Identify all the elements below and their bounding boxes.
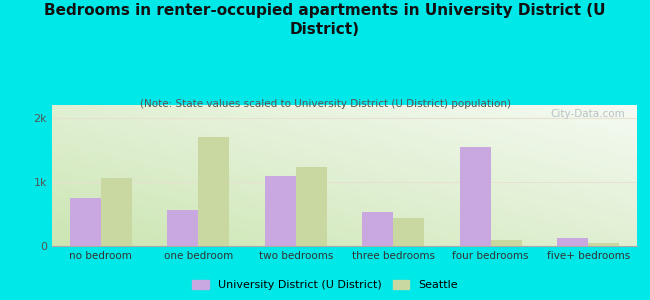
Bar	[362, 212, 393, 246]
Bar	[198, 137, 229, 246]
Bar	[557, 238, 588, 246]
Bar	[588, 243, 619, 246]
Bar	[491, 240, 522, 246]
Legend: University District (U District), Seattle: University District (U District), Seattl…	[188, 275, 462, 294]
Bar	[101, 178, 132, 246]
Bar	[393, 218, 424, 246]
Bar	[265, 176, 296, 246]
Bar	[167, 210, 198, 246]
Text: (Note: State values scaled to University District (U District) population): (Note: State values scaled to University…	[140, 99, 510, 109]
Text: Bedrooms in renter-occupied apartments in University District (U
District): Bedrooms in renter-occupied apartments i…	[44, 3, 606, 37]
Bar	[296, 167, 327, 246]
Text: City-Data.com: City-Data.com	[551, 109, 625, 119]
Bar	[70, 198, 101, 246]
Bar	[460, 147, 491, 246]
